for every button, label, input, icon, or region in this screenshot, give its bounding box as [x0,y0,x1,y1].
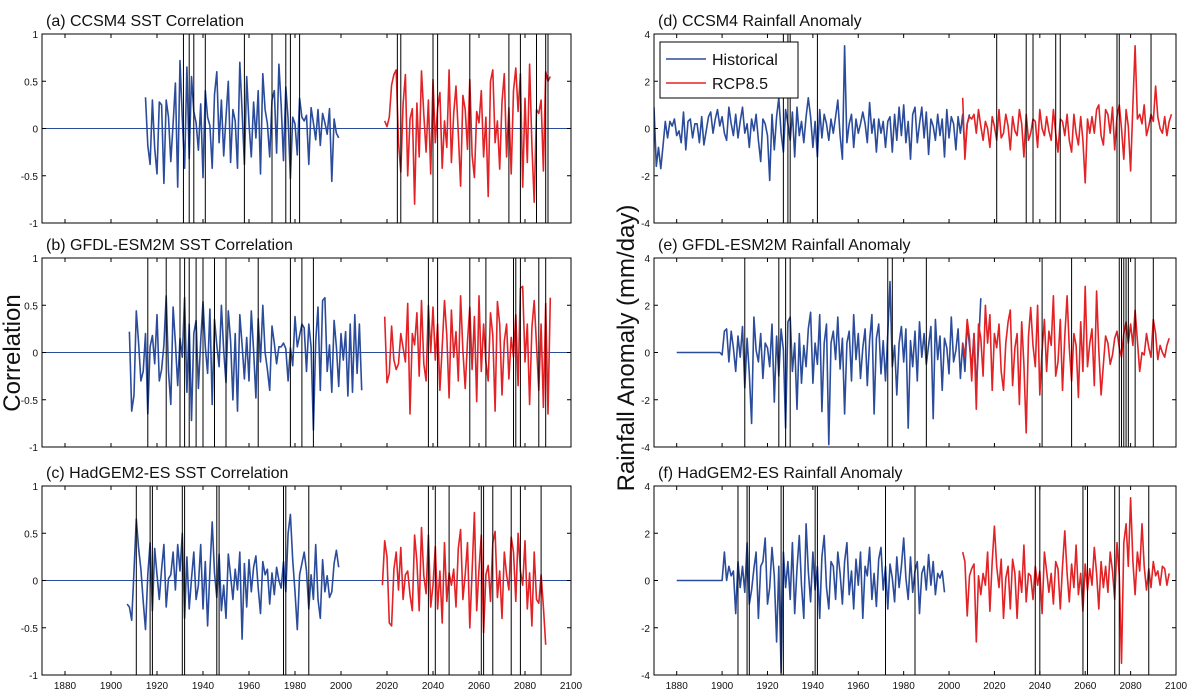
x-tick-label: 2080 [1119,681,1142,692]
series-line-historical [676,280,982,446]
y-tick-label: -0.5 [21,396,39,407]
y-tick-label: -4 [641,671,650,682]
panel-title: (a) CCSM4 SST Correlation [46,13,244,30]
y-tick-label: -1 [29,671,38,682]
panel-f: (f) HadGEM2-ES Rainfall Anomaly -4 -2 0 2 4 18… [641,465,1187,692]
series-line-rcp85 [961,285,1170,434]
panel-title: (b) GFDL-ESM2M SST Correlation [46,237,293,254]
x-tick-label: 2020 [376,681,399,692]
panel-a: (a) CCSM4 SST Correlation -1 -0.5 0 0.5 1 [21,13,572,230]
x-tick-label: 1900 [100,681,123,692]
x-tick-label: 2020 [983,681,1006,692]
panel-e: (e) GFDL-ESM2M Rainfall Anomaly -4 -2 0 2 4 [641,237,1177,454]
y-tick-label: 4 [644,254,650,265]
y-tick-label: -2 [641,396,650,407]
x-tick-label: 2000 [330,681,353,692]
panel-d: (d) CCSM4 Rainfall Anomaly -4 -2 0 2 4 Histori… [641,13,1177,230]
x-tick-label: 1960 [238,681,261,692]
panel-title: (c) HadGEM2-ES SST Correlation [46,465,288,482]
series-line-historical [128,294,363,431]
series-line-rcp85 [381,511,547,645]
y-tick-label: -2 [641,172,650,183]
y-tick-label: 0 [644,577,650,588]
y-tick-label: 0.5 [24,77,38,88]
y-tick-label: 0 [32,125,38,136]
right-y-axis-label: Rainfall Anomaly (mm/day) [613,205,640,492]
series-line-historical [654,44,971,182]
x-tick-label: 1960 [847,681,870,692]
y-tick-label: 2 [644,301,650,312]
panel-title: (f) HadGEM2-ES Rainfall Anomaly [658,465,903,482]
x-tick-label: 1980 [284,681,307,692]
x-tick-label: 2040 [1029,681,1052,692]
panel-title: (d) CCSM4 Rainfall Anomaly [658,13,862,30]
x-tick-label: 2080 [514,681,537,692]
x-tick-label: 1920 [756,681,779,692]
plot-area [676,486,1170,675]
y-tick-label: 2 [644,77,650,88]
panel-title: (e) GFDL-ESM2M Rainfall Anomaly [658,237,911,254]
y-tick-label: -1 [29,219,38,230]
panel-b: (b) GFDL-ESM2M SST Correlation -1 -0.5 0 0.5… [21,237,572,454]
y-tick-label: -0.5 [21,172,39,183]
x-tick-label: 1880 [666,681,689,692]
left-y-axis-label: Correlation [0,294,26,411]
y-tick-label: -0.5 [21,624,39,635]
y-tick-label: 0 [644,125,650,136]
x-tick-label: 1880 [54,681,77,692]
x-tick-label: 2100 [1165,681,1188,692]
y-tick-label: 0.5 [24,529,38,540]
y-tick-label: 0 [32,577,38,588]
y-tick-label: -4 [641,443,650,454]
plot-area [42,34,571,223]
y-tick-label: 0 [32,349,38,360]
x-tick-label: 1900 [711,681,734,692]
y-tick-label: 0.5 [24,301,38,312]
legend-label: RCP8.5 [712,76,768,93]
y-tick-label: -2 [641,624,650,635]
x-tick-label: 1980 [893,681,916,692]
x-tick-label: 2060 [1074,681,1097,692]
plot-area [676,258,1170,447]
y-tick-label: 4 [644,482,650,493]
y-tick-label: 1 [32,482,38,493]
series-line-historical [676,522,946,674]
x-tick-label: 1920 [146,681,169,692]
panel-c: (c) HadGEM2-ES SST Correlation -1 -0.5 0 0.5… [21,465,583,692]
series-line-historical [126,513,340,640]
x-tick-label: 1940 [192,681,215,692]
legend-label: Historical [712,52,778,69]
x-tick-label: 2100 [560,681,583,692]
legend: Historical RCP8.5 [659,41,799,99]
y-tick-label: -1 [29,443,38,454]
y-tick-label: 4 [644,30,650,41]
legend-box [659,41,799,99]
plot-area [42,486,571,675]
y-tick-label: 0 [644,349,650,360]
x-tick-label: 2000 [938,681,961,692]
series-line-historical [144,59,340,188]
y-tick-label: 1 [32,30,38,41]
y-tick-label: -4 [641,219,650,230]
series-line-rcp85 [383,63,552,205]
y-tick-label: 2 [644,529,650,540]
y-tick-label: 1 [32,254,38,265]
series-line-rcp85 [961,496,1170,665]
series-line-rcp85 [961,44,1173,184]
plot-area [654,34,1173,223]
x-tick-label: 2040 [422,681,445,692]
series-line-rcp85 [383,285,552,415]
x-tick-label: 2060 [468,681,491,692]
x-tick-label: 1940 [802,681,825,692]
axes-frame [653,257,1177,448]
panels-group: (a) CCSM4 SST Correlation-1-0.500.51(b) … [21,13,1188,692]
plot-area [42,258,571,447]
